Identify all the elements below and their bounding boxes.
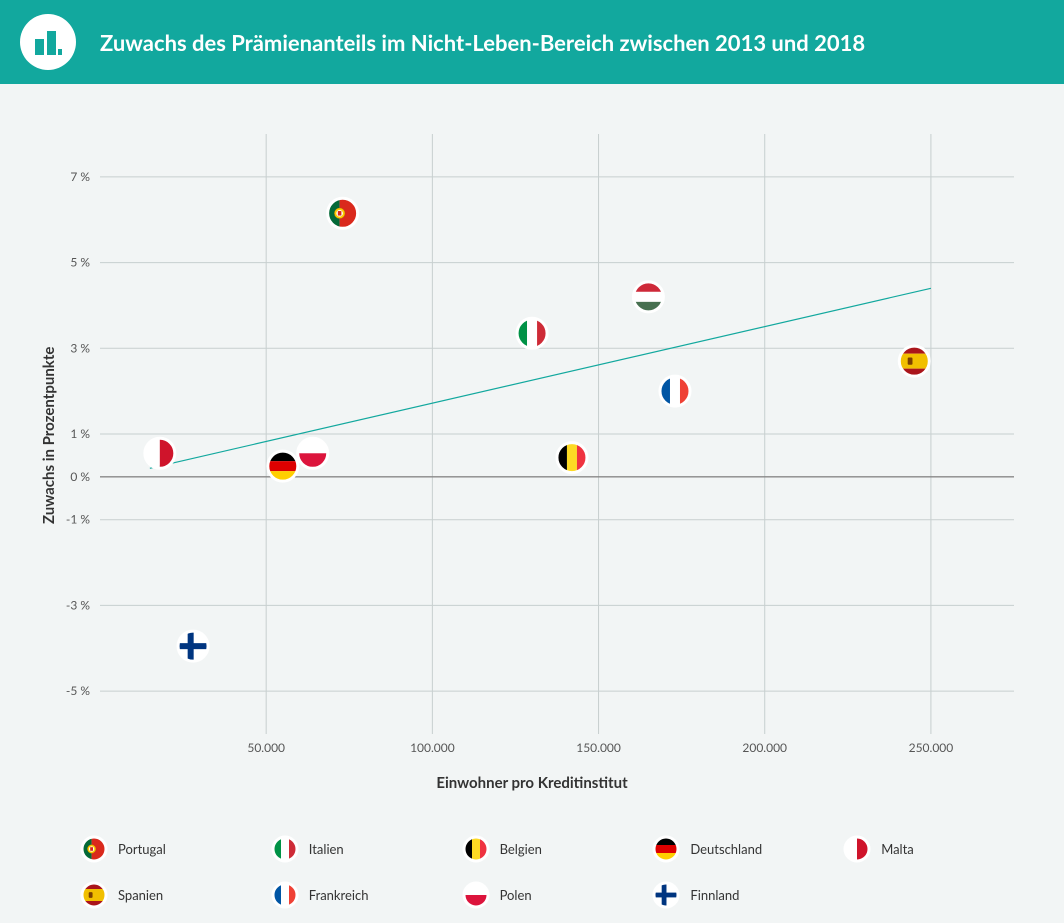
svg-text:1 %: 1 % [70,426,90,441]
svg-text:3 %: 3 % [70,340,90,355]
legend-item-deutschland: Deutschland [652,835,833,863]
legend-label: Spanien [118,887,163,903]
legend-item-belgien: Belgien [462,835,643,863]
chart-area: 50.000 100.000 150.000 200.000 250.000 -5 % -3… [0,84,1064,923]
point-malta [145,438,175,468]
legend-label: Malta [881,841,914,857]
legend-label: Polen [500,887,532,903]
svg-text:0 %: 0 % [70,469,90,484]
point-italien [517,318,547,348]
svg-text:200.000: 200.000 [742,740,787,755]
svg-text:150.000: 150.000 [576,740,621,755]
page-title: Zuwachs des Prämienanteils im Nicht-Lebe… [100,29,865,56]
point-belgien [557,443,587,473]
point-polen [298,438,328,468]
y-axis-label: Zuwachs in Prozentpunkte [40,347,58,524]
point-portugal [328,198,358,228]
header: Zuwachs des Prämienanteils im Nicht-Lebe… [0,0,1064,84]
legend-item-spanien: Spanien [80,881,261,909]
legend-label: Portugal [118,841,166,857]
logo-icon [20,14,76,70]
svg-text:5 %: 5 % [70,255,90,270]
point-spanien [899,346,929,376]
x-axis-label: Einwohner pro Kreditinstitut [20,774,1044,792]
point-frankreich [660,376,690,406]
point-ungarn [633,282,663,312]
svg-text:250.000: 250.000 [909,740,954,755]
legend-item-finnland: Finnland [652,881,833,909]
legend-item-polen: Polen [462,881,643,909]
legend-label: Frankreich [309,887,369,903]
legend-item-portugal: Portugal [80,835,261,863]
svg-text:50.000: 50.000 [247,740,285,755]
legend-item-frankreich: Frankreich [271,881,452,909]
legend: Portugal Italien Belgien Deutschland Malta Sp… [80,835,1024,909]
legend-label: Italien [309,841,344,857]
svg-text:100.000: 100.000 [410,740,455,755]
svg-text:7 %: 7 % [70,169,90,184]
svg-text:-5 %: -5 % [66,683,90,698]
point-deutschland [268,451,298,481]
legend-label: Finnland [690,887,739,903]
svg-text:-3 %: -3 % [66,597,90,612]
svg-text:-1 %: -1 % [66,512,90,527]
legend-label: Belgien [500,841,542,857]
legend-item-italien: Italien [271,835,452,863]
point-finnland [178,631,208,661]
legend-label: Deutschland [690,841,762,857]
legend-item-malta: Malta [843,835,1024,863]
